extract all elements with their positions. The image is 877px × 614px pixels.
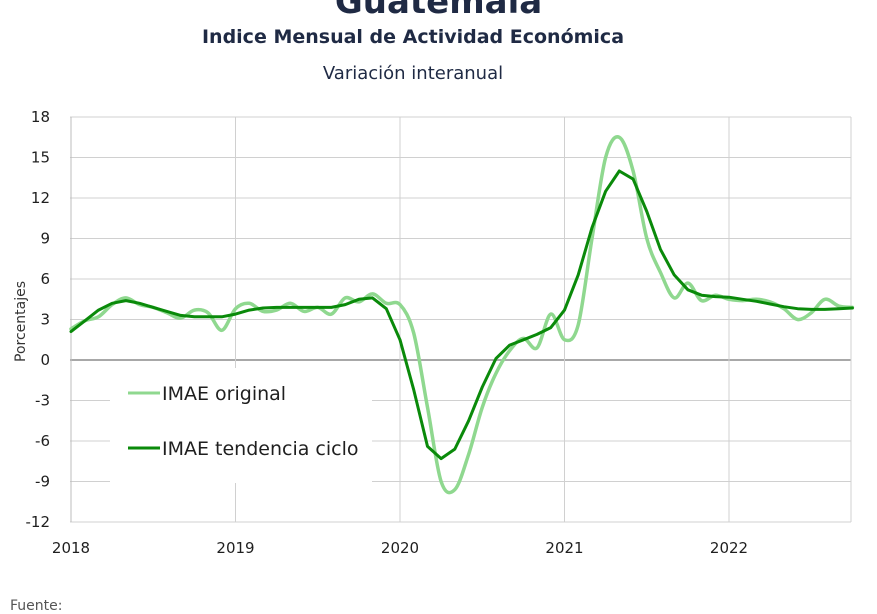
y-tick-label: 3 xyxy=(40,311,50,329)
y-axis-ticks: 18 15 12 9 6 3 0 -3 -6 -9 -12 xyxy=(26,108,51,531)
x-tick-label: 2020 xyxy=(381,539,419,557)
y-tick-label: 12 xyxy=(31,189,50,207)
x-tick-label: 2018 xyxy=(52,539,90,557)
x-tick-label: 2019 xyxy=(216,539,254,557)
chart-title: Guatemala xyxy=(334,0,543,22)
y-tick-label: -12 xyxy=(26,513,51,531)
y-axis-label: Porcentajes xyxy=(13,281,29,362)
y-tick-label: 0 xyxy=(40,351,50,369)
series-line-imae-tendencia xyxy=(69,169,854,461)
legend: IMAE original IMAE tendencia ciclo xyxy=(110,368,372,483)
chart-subtitle-variation: Variación interanual xyxy=(322,63,504,84)
y-tick-label: 9 xyxy=(40,230,50,248)
legend-label-tendencia: IMAE tendencia ciclo xyxy=(162,438,359,460)
x-axis-ticks: 2018 2019 2020 2021 2022 xyxy=(52,539,748,557)
source-footer: Fuente: xyxy=(10,598,63,614)
chart-subtitle: Indice Mensual de Actividad Económica xyxy=(201,26,625,48)
x-tick-label: 2021 xyxy=(545,539,583,557)
y-tick-label: -3 xyxy=(35,392,50,410)
series-lines xyxy=(69,135,855,495)
y-tick-label: 6 xyxy=(40,270,50,288)
legend-label-original: IMAE original xyxy=(162,383,286,405)
grid-lines xyxy=(70,116,852,523)
x-tick-label: 2022 xyxy=(710,539,748,557)
y-tick-label: 15 xyxy=(31,149,50,167)
y-tick-label: 18 xyxy=(31,108,50,126)
y-tick-label: -9 xyxy=(35,473,50,491)
legend-background xyxy=(110,368,372,483)
y-tick-label: -6 xyxy=(35,432,50,450)
